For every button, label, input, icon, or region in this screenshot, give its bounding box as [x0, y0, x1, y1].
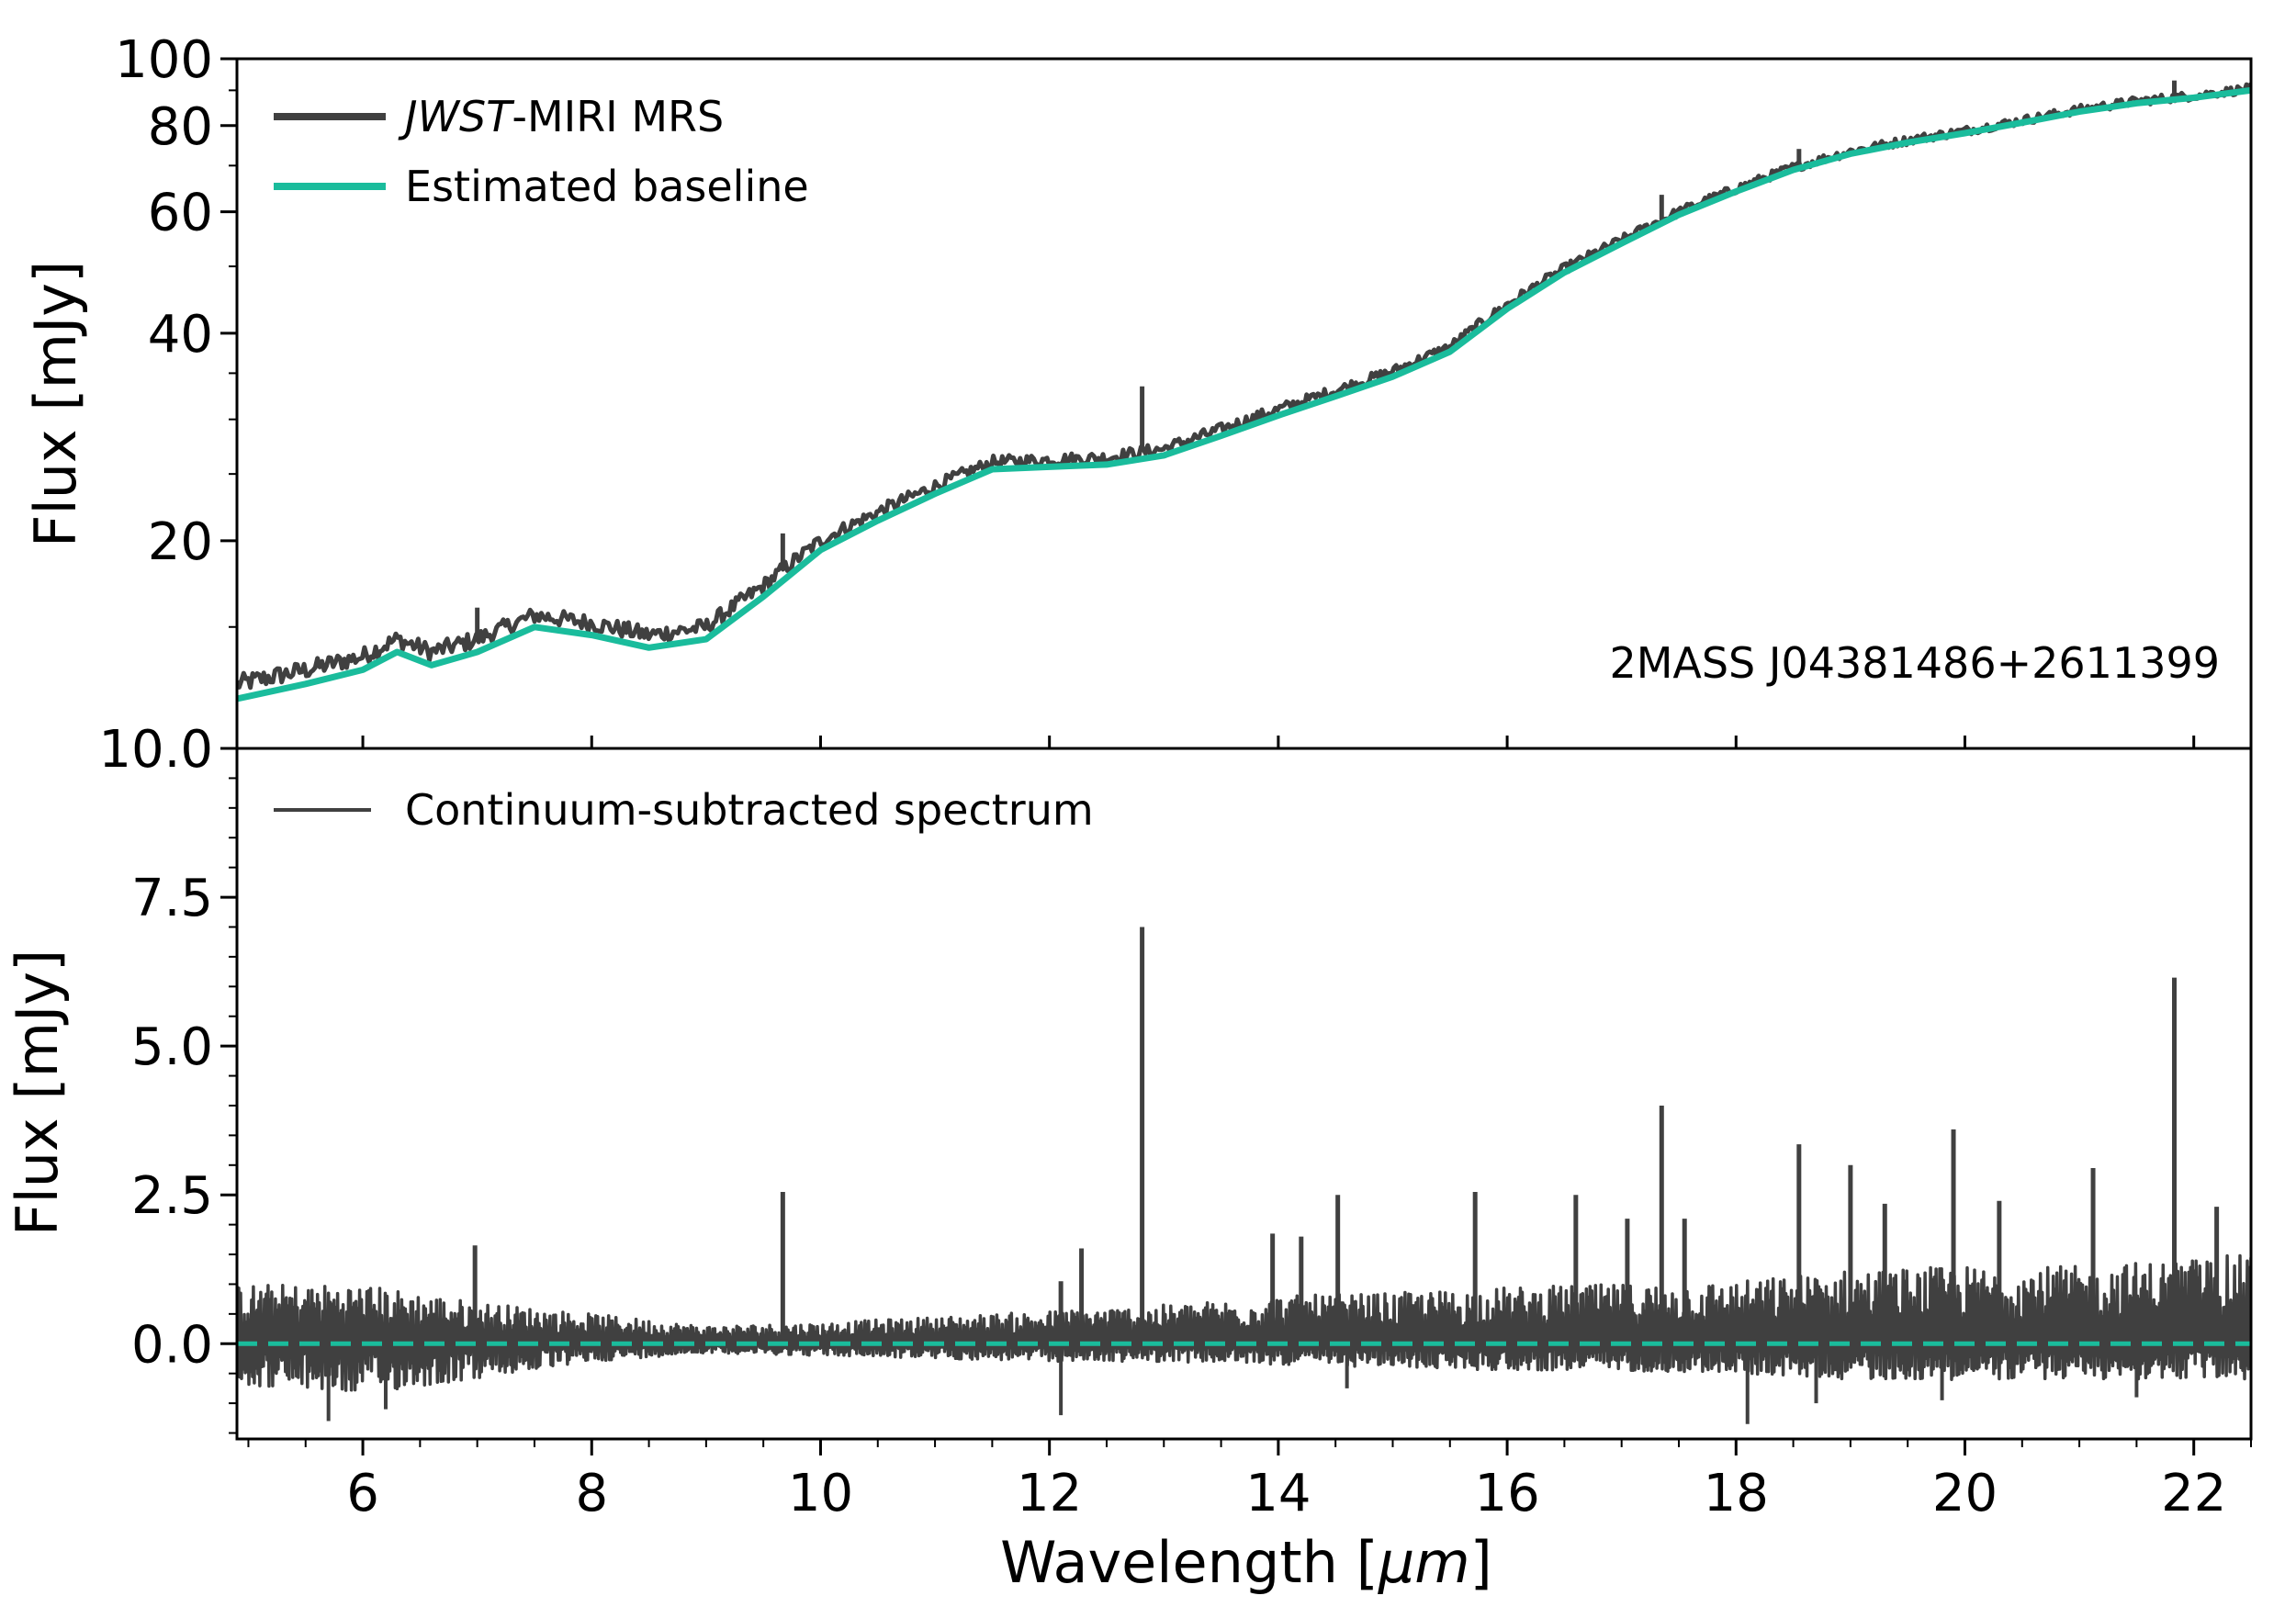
x-axis-label-close: ] — [1470, 1529, 1492, 1596]
x-tick-label-0: 6 — [346, 1464, 379, 1523]
bottom-y-axis: 0.0 2.5 5.0 7.5 — [131, 777, 237, 1434]
x-axis-label-text: Wavelength [ — [1000, 1529, 1379, 1596]
object-name-annotation: 2MASS J04381486+2611399 — [1609, 638, 2220, 688]
legend-label-jwst: JWST-MIRI MRS — [398, 92, 724, 141]
bottom-y-tick-label-0: 0.0 — [131, 1315, 213, 1375]
series-continuum-subtracted-line — [237, 1253, 2251, 1392]
top-y-tick-label-4: 80 — [148, 97, 213, 157]
bottom-y-tick-label-2: 5.0 — [131, 1017, 213, 1077]
legend-label-baseline: Estimated baseline — [405, 162, 809, 211]
x-axis-label-unit: μm — [1378, 1529, 1470, 1596]
x-tick-label-7: 20 — [1932, 1464, 1998, 1523]
x-tick-label-2: 10 — [788, 1464, 853, 1523]
top-legend: JWST-MIRI MRS Estimated baseline — [274, 92, 809, 211]
bottom-axes-frame — [235, 747, 2253, 1441]
bottom-plot-area — [237, 927, 2251, 1424]
series-baseline-line — [237, 86, 2251, 702]
top-y-tick-label-0: 10.0 — [98, 720, 213, 780]
legend-label-jwst-rest: -MIRI MRS — [512, 92, 724, 141]
top-panel: 10.0 20 40 60 80 100 Flux [mJy] JWST-MIRI MRS… — [22, 30, 2253, 780]
top-y-tick-label-5: 100 — [115, 30, 213, 90]
bottom-legend: Continuum-subtracted spectrum — [274, 785, 1094, 835]
x-tick-label-5: 16 — [1474, 1464, 1539, 1523]
top-y-tick-label-3: 60 — [148, 184, 213, 243]
top-plot-area — [237, 80, 2251, 702]
x-tick-label-6: 18 — [1704, 1464, 1769, 1523]
legend-label-jwst-italic: JWST — [398, 92, 515, 141]
bottom-y-tick-label-3: 7.5 — [131, 869, 213, 928]
x-tick-label-4: 14 — [1245, 1464, 1311, 1523]
top-y-tick-label-2: 40 — [148, 305, 213, 365]
bottom-x-axis: 6 8 10 12 14 16 18 20 22 — [247, 1439, 2252, 1523]
bottom-y-axis-label: Flux [mJy] — [4, 950, 71, 1236]
x-tick-label-3: 12 — [1017, 1464, 1082, 1523]
top-y-tick-label-1: 20 — [148, 512, 213, 572]
top-x-ticks — [361, 736, 2196, 748]
bottom-panel: 0.0 2.5 5.0 7.5 6 8 10 12 14 16 18 20 22 Flux [mJy]… — [4, 747, 2253, 1596]
bottom-y-tick-label-1: 2.5 — [131, 1166, 213, 1226]
top-y-axis: 10.0 20 40 60 80 100 — [98, 30, 237, 780]
x-axis-label: Wavelength [μm] — [1000, 1529, 1492, 1596]
legend-label-continuum: Continuum-subtracted spectrum — [405, 785, 1094, 835]
top-y-axis-label: Flux [mJy] — [22, 261, 89, 547]
x-tick-label-1: 8 — [575, 1464, 608, 1523]
x-tick-label-8: 22 — [2161, 1464, 2226, 1523]
